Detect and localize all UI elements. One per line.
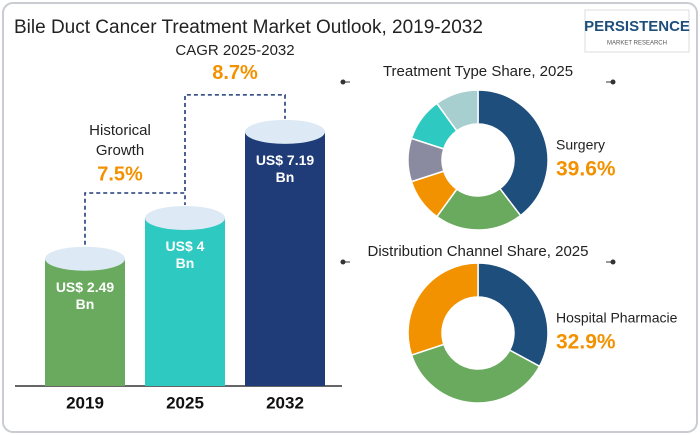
logo-tagline: MARKET RESEARCH [607,41,667,47]
annotation-value: 8.7% [212,62,258,84]
bar [145,218,225,386]
title-bg [350,62,606,84]
rule-dot [610,259,616,265]
donut-segment [407,262,479,356]
value-label: US$ 4 Bn [165,238,205,271]
donut-segment [477,89,549,217]
segment-label: Surgery [556,137,605,153]
donut-segment [410,343,541,404]
x-tick-label: 2032 [266,393,304,412]
rule-dot [610,79,616,85]
donut-segment [435,89,479,132]
rule-dot [340,79,346,85]
annotation-text: CAGR 2025-2032 [175,42,294,59]
donut-segment [477,262,549,368]
logo-box [584,9,690,53]
title-bg [350,242,606,264]
donut-title: Treatment Type Share, 2025 [383,63,573,80]
bar-cap [145,206,225,230]
annotation-text: Historical Growth [89,122,151,159]
chart-title: Bile Duct Cancer Treatment Market Outloo… [14,17,483,38]
donut-title: Distribution Channel Share, 2025 [368,243,589,260]
rule-dot [340,259,346,265]
bar-cap [45,246,125,271]
segment-label: Hospital Pharmacie [556,310,678,326]
annotation-value: 7.5% [97,163,143,185]
x-tick-label: 2025 [166,393,204,412]
segment-value: 39.6% [556,158,616,181]
segment-value: 32.9% [556,331,616,354]
bar [45,258,125,386]
bar-cap [245,119,325,144]
bar [245,131,325,386]
value-label: US$ 7.19 Bn [255,151,315,185]
x-tick-label: 2019 [66,393,104,412]
connector [84,192,186,245]
logo-name: PERSISTENCE [584,18,690,35]
value-label: US$ 2.49 Bn [55,278,115,312]
